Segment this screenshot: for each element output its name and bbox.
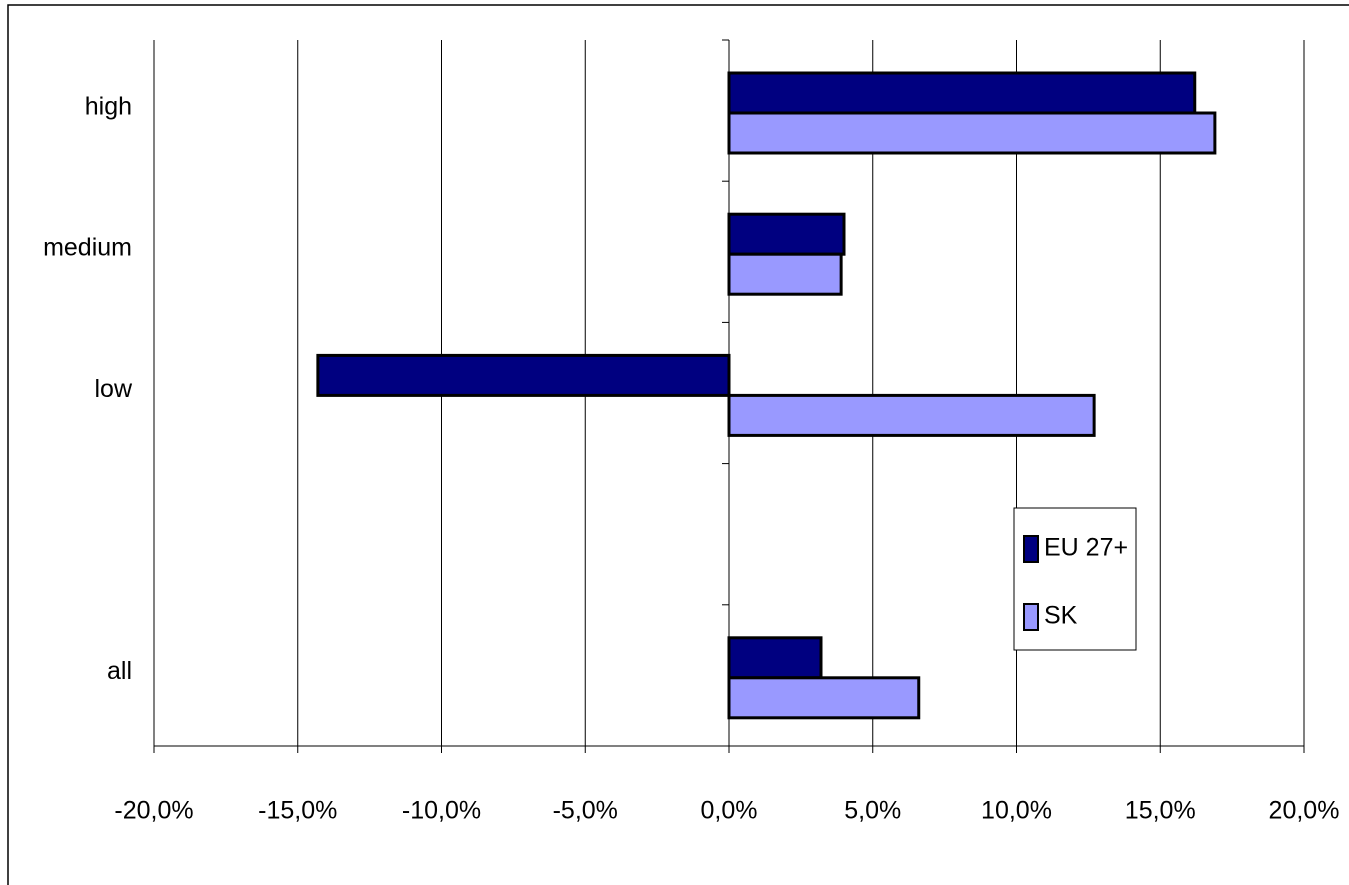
y-tick-label: high [85,92,132,120]
bar [727,393,1096,437]
bar [727,111,1217,155]
x-tick-label: 15,0% [1125,797,1196,825]
y-tick-label: low [94,375,132,403]
x-tick-label: 5,0% [844,797,901,825]
bar [727,676,921,720]
bar [727,71,1197,115]
x-tick-label: -5,0% [553,797,618,825]
x-tick-label: 20,0% [1269,797,1340,825]
x-tick-label: -15,0% [258,797,337,825]
y-tick-label: medium [43,234,132,262]
legend-label: EU 27+ [1044,534,1128,562]
x-tick-label: 0,0% [701,797,758,825]
bar [727,252,843,296]
x-tick-label: 10,0% [981,797,1052,825]
x-tick-label: -20,0% [114,797,193,825]
legend-swatch [1023,535,1039,563]
legend-label: SK [1044,602,1078,630]
bar [727,636,823,680]
x-tick-label: -10,0% [402,797,481,825]
bar [316,353,731,397]
bar [727,212,846,256]
legend-swatch [1023,603,1039,631]
y-tick-label: all [107,657,132,685]
